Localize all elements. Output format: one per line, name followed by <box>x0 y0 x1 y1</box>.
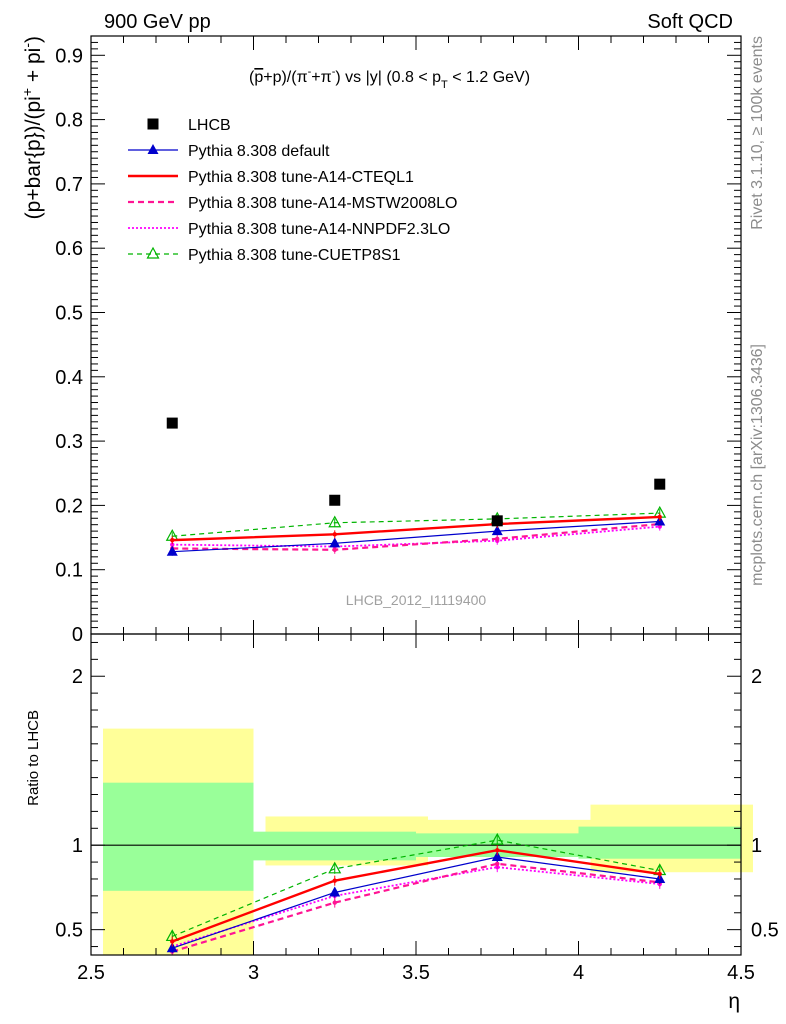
main-y-tick-label: 0.5 <box>55 302 83 324</box>
ratio-band-inner <box>103 782 254 891</box>
x-axis-label: η <box>728 990 740 1013</box>
main-y-tick-label: 0.1 <box>55 560 83 582</box>
legend-label-default: Pythia 8.308 default <box>188 143 330 160</box>
ratio-ylabel: Ratio to LHCB <box>25 710 42 806</box>
ratio-line-cuetp8s1 <box>172 839 660 937</box>
x-tick-label: 3.5 <box>402 962 430 984</box>
main-series-default <box>166 515 666 556</box>
legend-entry-cuetp8s1: Pythia 8.308 tune-CUETP8S1 <box>128 246 401 264</box>
ratio-point-cuetp8s1 <box>490 832 504 845</box>
ratio-line-nnpdf <box>171 866 660 948</box>
legend-label-nnpdf: Pythia 8.308 tune-A14-NNPDF2.3LO <box>188 221 450 238</box>
ratio-point-default <box>329 886 341 897</box>
ratio-point-mstw <box>332 900 337 905</box>
legend: LHCB Pythia 8.308 default Pythia 8.308 tun… <box>128 117 457 264</box>
main-title: (p+p)/(π-+π-) vs |y| (0.8 < pT < 1.2 GeV… <box>249 66 530 91</box>
main-point-cuetp8s1 <box>328 515 342 528</box>
ratio-line-cteql1 <box>171 849 660 943</box>
x-tick-label: 4 <box>573 962 584 984</box>
header-right: Soft QCD <box>647 11 733 33</box>
legend-marker-lhcb <box>147 118 159 130</box>
main-line-cteql1 <box>172 515 660 542</box>
main-point-mstw <box>332 547 337 552</box>
rivet-label: Rivet 3.1.10, ≥ 100k events <box>749 36 766 230</box>
main-point-lhcb <box>491 515 503 527</box>
main-y-tick-label: 0.7 <box>55 174 83 196</box>
main-y-tick-label: 0.4 <box>55 367 83 389</box>
ratio-point-cteql1 <box>495 848 500 853</box>
ratio-y-tick-label-right: 2 <box>751 666 762 688</box>
ratio-point-default <box>166 942 178 953</box>
main-point-default <box>491 525 503 536</box>
main-series-cuetp8s1 <box>165 505 667 541</box>
main-point-cteql1 <box>332 532 337 537</box>
main-line-mstw <box>172 522 660 551</box>
ratio-series-cteql1 <box>170 845 662 947</box>
legend-label-cteql1: Pythia 8.308 tune-A14-CTEQL1 <box>188 169 414 186</box>
main-line-cuetp8s1 <box>172 512 660 537</box>
legend-entry-default: Pythia 8.308 default <box>128 143 330 160</box>
main-line-nnpdf <box>172 525 660 548</box>
ratio-point-cuetp8s1 <box>328 861 342 874</box>
ratio-band-inner <box>578 826 741 859</box>
main-y-tick-label: 0.6 <box>55 238 83 260</box>
main-point-lhcb <box>654 478 666 490</box>
ratio-y-tick-label: 2 <box>72 666 83 688</box>
main-point-cteql1 <box>657 514 662 520</box>
main-y-tick-label: 0.9 <box>55 45 83 67</box>
main-y-tick-label: 0 <box>72 624 83 646</box>
legend-entry-mstw: Pythia 8.308 tune-A14-MSTW2008LO <box>128 195 457 212</box>
main-point-default <box>166 545 178 556</box>
analysis-watermark: LHCB_2012_I1119400 <box>346 592 487 608</box>
header-left: 900 GeV pp <box>104 11 211 33</box>
main-y-tick-label: 0.2 <box>55 495 83 517</box>
x-tick-label: 2.5 <box>77 962 105 984</box>
main-series-cteql1 <box>170 512 662 545</box>
x-tick-label: 4.5 <box>727 962 755 984</box>
ratio-y-tick-label-right: 1 <box>751 835 762 857</box>
ratio-y-tick-label: 1 <box>72 835 83 857</box>
main-series-lhcb <box>166 417 666 527</box>
legend-label-mstw: Pythia 8.308 tune-A14-MSTW2008LO <box>188 195 457 212</box>
main-y-tick-label: 0.8 <box>55 110 83 132</box>
main-y-tick-label: 0.3 <box>55 431 83 453</box>
ratio-line-mstw <box>171 862 660 953</box>
main-point-default <box>329 537 341 548</box>
legend-label-lhcb: LHCB <box>188 117 231 134</box>
main-point-lhcb <box>329 494 341 506</box>
ratio-line-default <box>172 856 660 949</box>
main-line-default <box>172 520 660 553</box>
legend-entry-cteql1: Pythia 8.308 tune-A14-CTEQL1 <box>128 169 414 186</box>
legend-label-cuetp8s1: Pythia 8.308 tune-CUETP8S1 <box>188 247 401 264</box>
legend-marker-default <box>147 144 159 154</box>
mcplots-label: mcplots.cern.ch [arXiv:1306.3436] <box>749 344 766 586</box>
main-panel: 0 0.1 0.2 0.3 0.4 0.5 0.6 0.7 0.8 0.9 <box>55 35 742 646</box>
ratio-point-cteql1 <box>657 871 662 877</box>
ratio-y-tick-label-right: 0.5 <box>751 920 779 942</box>
ratio-panel: 0.5 0.5 1 1 2 2 2.5 3 3.5 4 4.5 <box>55 633 779 984</box>
main-point-cteql1 <box>170 537 175 543</box>
legend-entry-lhcb: LHCB <box>147 117 231 134</box>
ratio-y-tick-label: 0.5 <box>55 920 83 942</box>
ratio-point-default <box>491 851 503 862</box>
ratio-point-mstw <box>495 861 500 866</box>
ratio-point-cteql1 <box>170 939 175 944</box>
legend-marker-cuetp8s1 <box>146 246 160 259</box>
main-point-mstw <box>495 536 500 542</box>
ratio-band-inner <box>253 831 416 861</box>
ratio-point-cteql1 <box>332 878 337 883</box>
main-ylabel: (p+bar{p})/(pi+ + pi-) <box>19 36 45 219</box>
main-point-lhcb <box>166 417 178 429</box>
legend-entry-nnpdf: Pythia 8.308 tune-A14-NNPDF2.3LO <box>128 221 450 238</box>
x-tick-label: 3 <box>248 962 259 984</box>
